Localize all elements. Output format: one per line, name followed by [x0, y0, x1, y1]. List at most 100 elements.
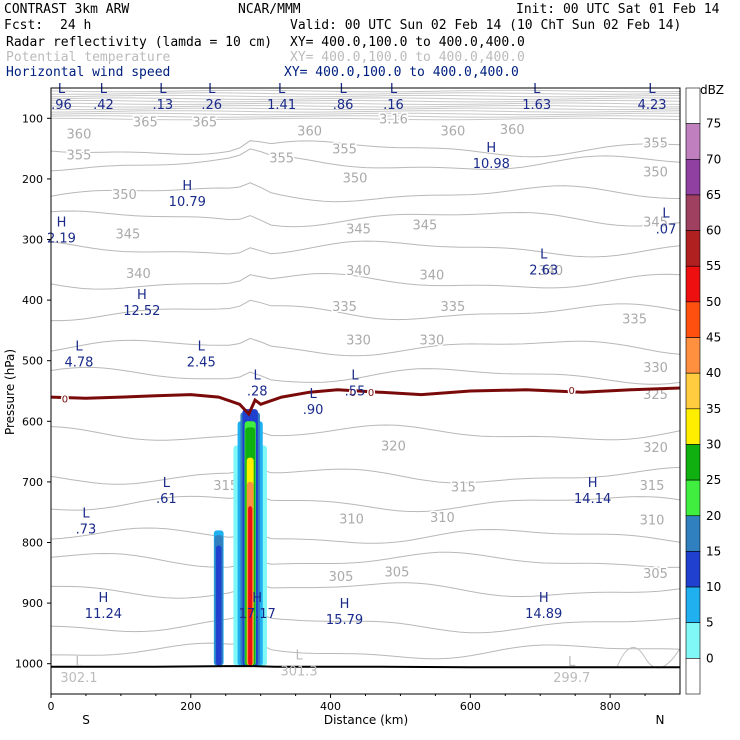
colorbar-swatch [685, 658, 701, 695]
wind-extremum-high: H14.14 [574, 476, 611, 507]
colorbar-tick-label: 40 [706, 366, 721, 380]
product-title: CONTRAST 3km ARW [4, 2, 130, 17]
colorbar-tick-label: 60 [706, 224, 721, 238]
extremum-type: L [58, 82, 66, 97]
wind-extremum-low: L.26 [201, 82, 222, 113]
theta-label: 350 [643, 166, 668, 181]
colorbar-swatch [685, 408, 701, 445]
extremum-value: 4.23 [638, 98, 667, 113]
x-tick-label: 600 [460, 700, 481, 713]
extremum-value: .07 [656, 222, 677, 237]
extremum-value: 299.7 [553, 671, 590, 686]
colorbar-swatch [685, 230, 701, 267]
x-tick-label: 400 [320, 700, 341, 713]
colorbar-swatch [685, 337, 701, 374]
stratosphere-isentrope [51, 110, 680, 113]
theta-label: 360 [440, 124, 465, 139]
theta-label: 340 [419, 269, 444, 284]
extremum-value: 301.3 [280, 665, 317, 680]
extremum-type: H [539, 591, 549, 606]
colorbar-swatch [685, 194, 701, 231]
extremum-type: L [278, 82, 286, 97]
wind-extremum-low: L1.63 [522, 82, 551, 113]
colorbar-tick-label: 30 [706, 437, 721, 451]
x-tick-label: 200 [180, 700, 201, 713]
wind-extremum-low: L.73 [76, 506, 97, 537]
wind-extremum-low: L2.45 [187, 340, 216, 371]
extremum-value: 2.19 [47, 231, 76, 246]
stratosphere-isentrope [51, 105, 680, 108]
field-name-wind: Horizontal wind speed [6, 65, 171, 80]
wind-extremum-low: L.42 [93, 82, 114, 113]
theta-label: 340 [346, 264, 371, 279]
extremum-value: .28 [247, 385, 268, 400]
isentrope-line [51, 551, 680, 568]
extremum-value: 12.52 [123, 304, 160, 319]
wind-extremum-low: L.13 [152, 82, 173, 113]
wind-extremum-low: L.55 [345, 369, 366, 400]
colorbar-tick-label: 15 [706, 544, 721, 558]
theta-label: 335 [440, 300, 465, 315]
extremum-type: L [100, 82, 108, 97]
field-xy-theta: XY= 400.0,100.0 to 400.0,400.0 [290, 50, 525, 65]
colorbar-swatch [685, 123, 701, 160]
wind-extremum-low: L.07 [656, 206, 677, 237]
extremum-type: H [340, 597, 350, 612]
colorbar-swatch [685, 301, 701, 338]
extremum-type: H [137, 288, 147, 303]
stratosphere-isentrope [51, 97, 680, 100]
reflectivity-cell [215, 545, 222, 666]
colorbar-tick-label: 45 [706, 331, 721, 345]
theta-label: 355 [332, 143, 357, 158]
zero-contour-label: 0 [350, 388, 356, 399]
extremum-type: L [82, 506, 90, 521]
surface-line [51, 665, 680, 669]
y-tick-label: 200 [22, 173, 43, 186]
extremum-type: L [340, 82, 348, 97]
theta-label: 340 [538, 264, 563, 279]
extremum-type: L [568, 655, 576, 670]
isentrope-line [51, 424, 680, 441]
colorbar-unit-label: dBZ [700, 83, 724, 97]
extremum-value: 17.17 [239, 607, 276, 622]
surface-isentrope-fragment [616, 647, 680, 669]
field-name-theta: Potential temperature [6, 50, 171, 65]
reflectivity-cell [248, 506, 253, 666]
extremum-value: .90 [303, 403, 324, 418]
stratosphere-isentrope [51, 100, 680, 103]
extremum-value: 10.98 [473, 157, 510, 172]
y-tick-label: 700 [22, 476, 43, 489]
extremum-type: H [57, 215, 67, 230]
theta-label: 305 [329, 570, 354, 585]
y-tick-label: 100 [22, 112, 43, 125]
colorbar-swatch [685, 479, 701, 517]
theta-label: 335 [332, 300, 357, 315]
extremum-value: .96 [51, 98, 72, 113]
extremum-value: 1.63 [522, 98, 551, 113]
isentrope-line [51, 639, 680, 660]
extremum-type: L [163, 476, 171, 491]
wind-extremum-low: L1.41 [267, 82, 296, 113]
colorbar-tick-label: 65 [706, 188, 721, 202]
y-tick-label: 500 [22, 355, 43, 368]
theta-label: 315 [640, 479, 665, 494]
extremum-type: L [198, 340, 206, 355]
colorbar-swatch [685, 372, 701, 410]
stratosphere-isentrope [51, 94, 680, 98]
stratosphere-isentrope [51, 112, 680, 116]
theta-label: 310 [339, 512, 364, 527]
center-name: NCAR/MMM [238, 2, 301, 17]
theta-label: 330 [419, 333, 444, 348]
theta-label: 305 [643, 567, 668, 582]
wind-extremum-high: H15.79 [326, 597, 363, 628]
colorbar-tick-label: 50 [706, 295, 721, 309]
wind-extremum-low: L.61 [156, 476, 177, 507]
extremum-type: H [588, 476, 598, 491]
theta-label: 325 [643, 388, 668, 403]
wind-extremum-low: L4.78 [64, 340, 93, 371]
wind-extremum-high: H14.89 [525, 591, 562, 622]
colorbar-tick-label: 10 [706, 580, 721, 594]
y-tick-label: 1000 [15, 658, 43, 671]
theta-label: 345 [115, 227, 140, 242]
